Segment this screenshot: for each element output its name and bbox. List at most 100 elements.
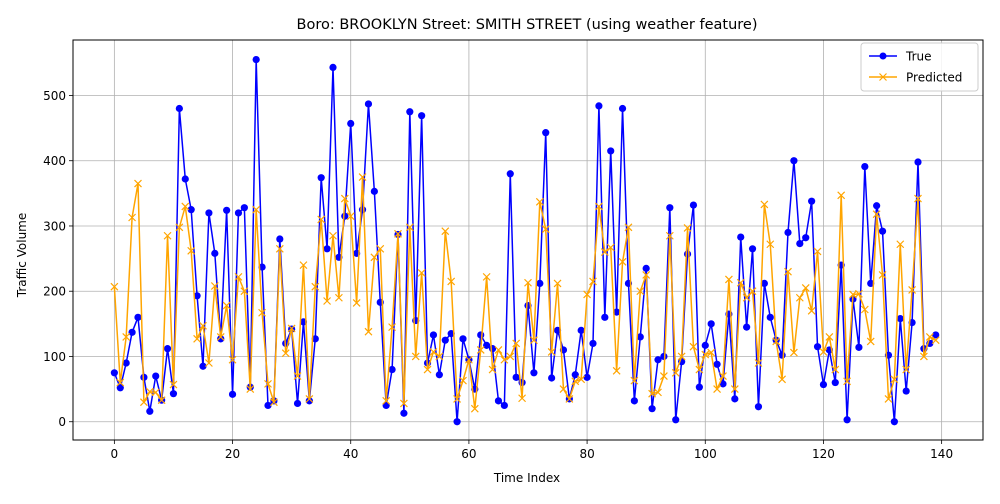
y-axis-label: Traffic Volume [15, 213, 29, 299]
predicted-data-point [482, 272, 491, 281]
true-data-point [252, 55, 260, 64]
true-data-point [589, 339, 597, 348]
y-tick-label: 200 [43, 285, 66, 299]
true-data-point [654, 356, 662, 364]
series-layer [110, 55, 940, 426]
true-data-point [618, 104, 627, 113]
predicted-data-point [896, 240, 905, 249]
predicted-data-point [157, 396, 166, 405]
legend-predicted-label: Predicted [906, 71, 962, 85]
predicted-data-point [701, 350, 710, 359]
true-data-point [483, 341, 491, 349]
true-data-point [843, 416, 851, 424]
predicted-data-point [553, 279, 562, 288]
predicted-data-point [228, 355, 237, 364]
true-data-point [418, 112, 426, 120]
true-data-point [169, 390, 178, 398]
y-tick-label: 300 [43, 219, 66, 233]
predicted-data-point [204, 359, 213, 367]
predicted-data-point [376, 244, 385, 253]
predicted-data-point [914, 194, 922, 203]
legend-predicted-marker [879, 73, 887, 81]
true-data-point [855, 343, 863, 351]
predicted-data-point [854, 289, 863, 298]
true-data-point [754, 403, 763, 411]
predicted-data-point [193, 334, 202, 343]
predicted-data-point [589, 277, 597, 286]
predicted-data-point [287, 324, 296, 333]
true-data-point [370, 187, 378, 195]
predicted-data-point [831, 365, 840, 374]
predicted-data-point [713, 385, 722, 394]
true-data-point [542, 129, 550, 137]
true-data-point [406, 108, 414, 116]
predicted-data-point [134, 179, 142, 188]
predicted-data-point [813, 247, 822, 256]
predicted-data-point [529, 336, 538, 345]
x-tick-label: 20 [225, 447, 240, 461]
true-data-point [317, 174, 325, 182]
predicted-data-point [394, 229, 402, 238]
true-data-point [701, 341, 709, 349]
true-data-point [163, 345, 172, 353]
true-data-point [831, 378, 839, 387]
true-data-point [813, 343, 822, 351]
true-data-point [341, 212, 349, 220]
true-data-point [796, 239, 804, 248]
predicted-data-point [707, 348, 716, 357]
predicted-data-point [269, 398, 278, 407]
predicted-data-point [334, 293, 343, 302]
axis-ticks: 0 20 40 60 80 100 120 140 0 100 200 300 400 500 [43, 89, 953, 461]
grid [73, 40, 983, 440]
true-data-point [802, 234, 810, 242]
true-data-point [152, 372, 160, 380]
predicted-data-point [399, 399, 408, 408]
true-data-point [459, 335, 467, 343]
predicted-data-point [110, 282, 119, 291]
y-tick-label: 100 [43, 350, 66, 364]
true-data-point [329, 63, 337, 72]
true-data-point [264, 401, 272, 410]
legend-true-marker [879, 52, 887, 60]
predicted-data-point [429, 347, 438, 356]
true-data-point [110, 369, 118, 377]
x-tick-label: 80 [579, 447, 594, 461]
true-data-point [223, 206, 231, 214]
true-data-point [648, 405, 656, 413]
true-data-point [548, 374, 556, 382]
true-data-point [488, 345, 497, 353]
predicted-data-point [346, 212, 355, 221]
true-data-point [116, 384, 124, 392]
x-tick-label: 100 [694, 447, 717, 461]
true-data-point [890, 418, 898, 426]
predicted-data-point [878, 270, 887, 279]
true-data-point [808, 197, 816, 205]
predicted-data-point [795, 293, 804, 302]
predicted-data-point [760, 200, 769, 209]
predicted-data-point [116, 378, 125, 387]
true-data-point [435, 371, 443, 379]
true-data-point [228, 390, 237, 398]
predicted-data-point [240, 287, 249, 296]
true-data-point [175, 104, 183, 113]
predicted-data-point [252, 205, 261, 214]
predicted-data-point [571, 377, 580, 386]
predicted-data-point [441, 227, 450, 236]
predicted-data-point [695, 365, 704, 374]
true-data-point [187, 206, 195, 214]
predicted-data-point [518, 394, 527, 403]
predicted-data-point [754, 359, 763, 367]
true-data-point [642, 264, 650, 272]
predicted-data-point [512, 339, 521, 348]
predicted-data-point [234, 272, 243, 281]
true-data-point [583, 373, 591, 381]
predicted-data-point [541, 225, 550, 234]
x-tick-label: 120 [812, 447, 835, 461]
x-tick-label: 0 [111, 447, 119, 461]
predicted-data-point [600, 248, 609, 256]
true-data-point [382, 401, 390, 410]
predicted-data-point [258, 308, 267, 317]
true-data-point [512, 373, 520, 381]
predicted-data-point [724, 275, 733, 284]
true-data-point [128, 328, 136, 336]
